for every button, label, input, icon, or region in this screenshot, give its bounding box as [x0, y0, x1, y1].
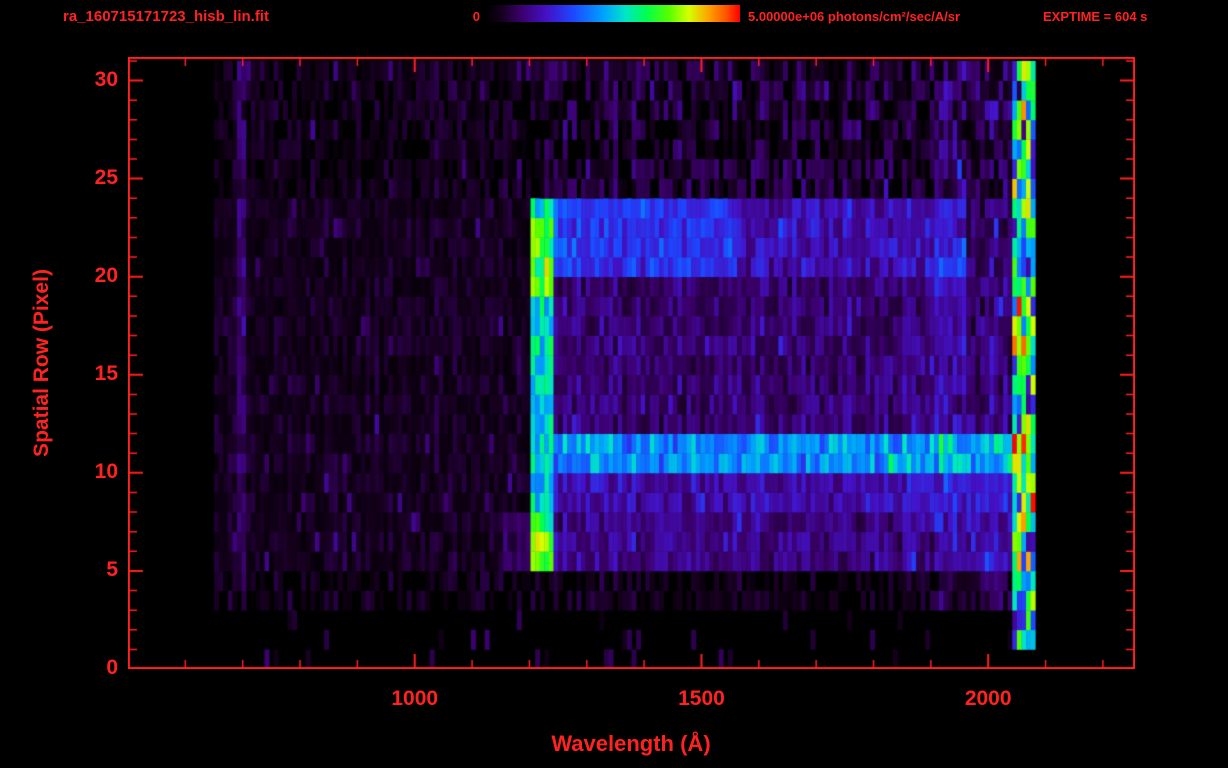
- y-tick-label: 30: [94, 67, 118, 91]
- x-axis-label: Wavelength (Å): [551, 731, 711, 756]
- y-tick-label: 0: [106, 656, 118, 679]
- colorbar-gradient: [486, 5, 740, 22]
- x-tick-label: 2000: [964, 687, 1012, 710]
- x-tick-label: 1500: [678, 687, 725, 710]
- spectral-heatmap-canvas: [128, 57, 1135, 669]
- y-tick-label: 20: [94, 263, 118, 287]
- exptime-label: EXPTIME = 604 s: [1043, 9, 1148, 24]
- y-axis-label: Spatial Row (Pixel): [30, 269, 53, 457]
- y-tick-label: 15: [94, 361, 118, 385]
- y-tick-label: 5: [106, 557, 118, 581]
- x-tick-label: 1000: [391, 687, 439, 710]
- colorbar-max-label: 5.00000e+06 photons/cm²/sec/A/sr: [748, 9, 961, 24]
- filename-title: ra_160715171723_hisb_lin.fit: [63, 8, 269, 25]
- colorbar-min-label: 0: [472, 9, 480, 24]
- y-tick-label: 25: [94, 165, 118, 189]
- y-tick-label: 10: [94, 459, 118, 483]
